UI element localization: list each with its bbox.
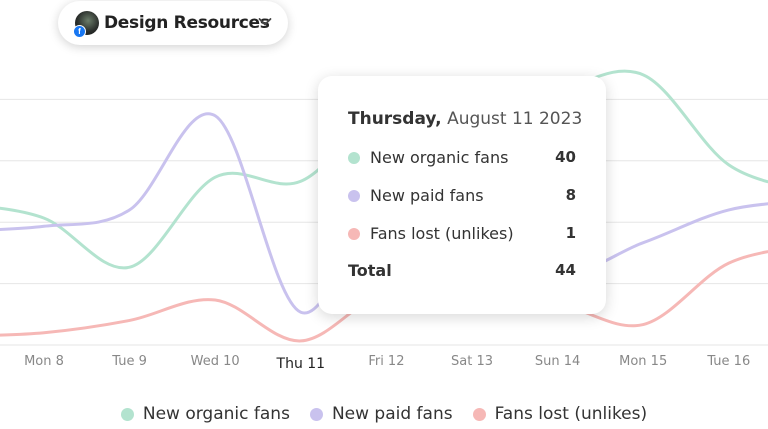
tooltip-value: 40	[555, 148, 576, 166]
legend-item-organic[interactable]: New organic fans	[120, 404, 290, 424]
x-axis: Mon 8 Tue 9 Wed 10 Thu 11 Fri 12 Sat 13 Sun 14…	[24, 354, 750, 372]
legend-label: New organic fans	[142, 404, 290, 424]
x-tick-label: Sat 13	[451, 354, 493, 369]
x-tick-label: Fri 12	[368, 354, 404, 369]
x-tick-label: Thu 11	[276, 356, 326, 372]
paid-legend-dot	[348, 190, 360, 202]
tooltip-label: Fans lost (unlikes)	[370, 224, 514, 243]
x-tick-label: Mon 15	[619, 354, 667, 369]
x-tick-label: Tue 16	[706, 354, 750, 369]
facebook-icon: f	[73, 25, 86, 38]
account-selector[interactable]: f Design Resources	[58, 1, 288, 45]
tooltip-value: 8	[565, 186, 576, 204]
tooltip-row-paid: New paid fans 8	[348, 185, 576, 207]
tooltip-row-lost: Fans lost (unlikes) 1	[348, 223, 576, 245]
x-tick-label: Mon 8	[24, 354, 64, 369]
tooltip-label: New organic fans	[370, 148, 509, 167]
legend-item-paid[interactable]: New paid fans	[309, 404, 453, 424]
data-tooltip: Thursday, August 11 2023 New organic fan…	[318, 76, 606, 314]
legend-item-lost[interactable]: Fans lost (unlikes)	[472, 404, 648, 424]
tooltip-row-total: Total 44	[348, 260, 576, 282]
tooltip-day: Thursday,	[348, 109, 442, 129]
tooltip-value: 1	[565, 224, 576, 242]
tooltip-row-organic: New organic fans 40	[348, 147, 576, 169]
chevron-down-icon	[258, 18, 272, 26]
tooltip-label: New paid fans	[370, 186, 484, 205]
legend-dot	[120, 407, 134, 421]
account-name: Design Resources	[104, 13, 270, 33]
legend-label: New paid fans	[331, 404, 453, 424]
lost-legend-dot	[348, 228, 360, 240]
chart-legend: New organic fans New paid fans Fans lost…	[0, 404, 768, 424]
x-tick-label: Tue 9	[111, 354, 147, 369]
avatar: f	[73, 11, 99, 38]
tooltip-total-value: 44	[555, 261, 576, 279]
legend-dot	[472, 407, 486, 421]
tooltip-date-text: August 11 2023	[447, 109, 583, 129]
legend-dot	[309, 407, 323, 421]
tooltip-total-label: Total	[348, 261, 392, 280]
x-tick-label: Sun 14	[535, 354, 580, 369]
legend-label: Fans lost (unlikes)	[494, 404, 648, 424]
tooltip-date: Thursday, August 11 2023	[348, 109, 582, 129]
x-tick-label: Wed 10	[191, 354, 240, 369]
organic-legend-dot	[348, 152, 360, 164]
